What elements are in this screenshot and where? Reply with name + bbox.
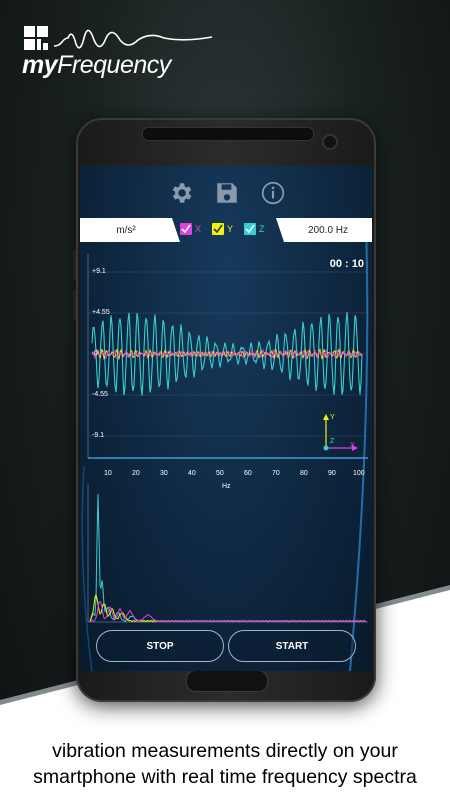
volume-button xyxy=(73,290,76,320)
x-tick-label: 50 xyxy=(216,470,224,477)
y-axis-spectrum xyxy=(89,593,367,623)
x-tick-label: 30 xyxy=(160,470,168,477)
y-tick-label: -4.55 xyxy=(92,391,108,398)
x-axis-label: X xyxy=(195,224,202,234)
phone-home-button xyxy=(186,670,268,692)
frequency-axis: 10 20 30 40 50 60 70 80 90 100 Hz xyxy=(80,466,372,496)
elapsed-timer: 00 : 10 xyxy=(329,258,364,270)
x-axis-waveform xyxy=(91,348,363,360)
time-chart: 00 : 10 +9.1 +4.55 0 -4.55 -9.1 Y X Z xyxy=(80,252,372,460)
logo-wordmark: myFrequency xyxy=(22,51,171,79)
x-axis-spectrum xyxy=(89,600,367,623)
app-screen: m/s² X Y Z 200.0 Hz 00 : 10 +9.1 +4.55 0… xyxy=(80,166,372,671)
caption-line-1: vibration measurements directly on your xyxy=(52,740,398,762)
save-icon[interactable] xyxy=(214,180,240,206)
info-icon[interactable] xyxy=(260,180,286,206)
y-axis-waveform xyxy=(91,347,363,361)
x-tick-label: 60 xyxy=(244,470,252,477)
indicator-z-label: Z xyxy=(330,438,335,445)
x-axis-unit: Hz xyxy=(222,483,231,490)
sample-rate-selector[interactable]: 200.0 Hz xyxy=(276,218,372,242)
y-axis-label: Y xyxy=(227,224,234,234)
check-icon xyxy=(181,224,191,234)
checkbox-z[interactable] xyxy=(244,223,256,235)
x-axis-checkbox[interactable]: X xyxy=(180,223,201,235)
z-axis-label: Z xyxy=(259,224,265,234)
settings-bar: m/s² X Y Z 200.0 Hz xyxy=(80,218,372,242)
phone-speaker xyxy=(142,127,314,141)
app-logo: myFrequency xyxy=(22,20,213,80)
screen-glow xyxy=(81,225,369,671)
x-tick-label: 70 xyxy=(272,470,280,477)
logo-grid-icon xyxy=(24,26,50,52)
check-icon xyxy=(213,224,223,234)
axis-orientation-icon xyxy=(323,414,358,451)
phone-camera xyxy=(322,134,338,150)
z-axis-checkbox[interactable]: Z xyxy=(244,223,265,235)
time-waveform xyxy=(87,254,368,459)
x-tick-label: 90 xyxy=(328,470,336,477)
unit-selector[interactable]: m/s² xyxy=(80,218,180,242)
stop-button[interactable]: STOP xyxy=(96,630,224,662)
z-axis-waveform xyxy=(91,312,363,396)
toolbar xyxy=(80,180,372,208)
spectrum-chart xyxy=(80,484,372,624)
checkbox-y[interactable] xyxy=(212,223,224,235)
volume-button xyxy=(73,250,76,280)
check-icon xyxy=(245,224,255,234)
logo-wave-icon xyxy=(54,29,213,49)
spectrum-plot xyxy=(87,484,368,623)
start-button[interactable]: START xyxy=(228,630,356,662)
y-tick-label: 0 xyxy=(94,350,98,357)
x-tick-label: 100 xyxy=(353,470,365,477)
indicator-y-label: Y xyxy=(330,414,335,421)
z-axis-spectrum xyxy=(89,494,367,623)
caption-line-2: smartphone with real time frequency spec… xyxy=(33,766,417,788)
y-tick-label: +4.55 xyxy=(92,309,110,316)
gear-icon[interactable] xyxy=(168,180,194,206)
caption: vibration measurements directly on your … xyxy=(0,738,450,790)
y-axis-checkbox[interactable]: Y xyxy=(212,223,233,235)
x-tick-label: 80 xyxy=(300,470,308,477)
checkbox-x[interactable] xyxy=(180,223,192,235)
y-tick-label: -9.1 xyxy=(92,432,105,439)
x-tick-label: 40 xyxy=(188,470,196,477)
x-tick-label: 20 xyxy=(132,470,140,477)
y-tick-label: +9.1 xyxy=(92,268,106,275)
x-tick-label: 10 xyxy=(104,470,112,477)
indicator-x-label: X xyxy=(350,442,355,449)
